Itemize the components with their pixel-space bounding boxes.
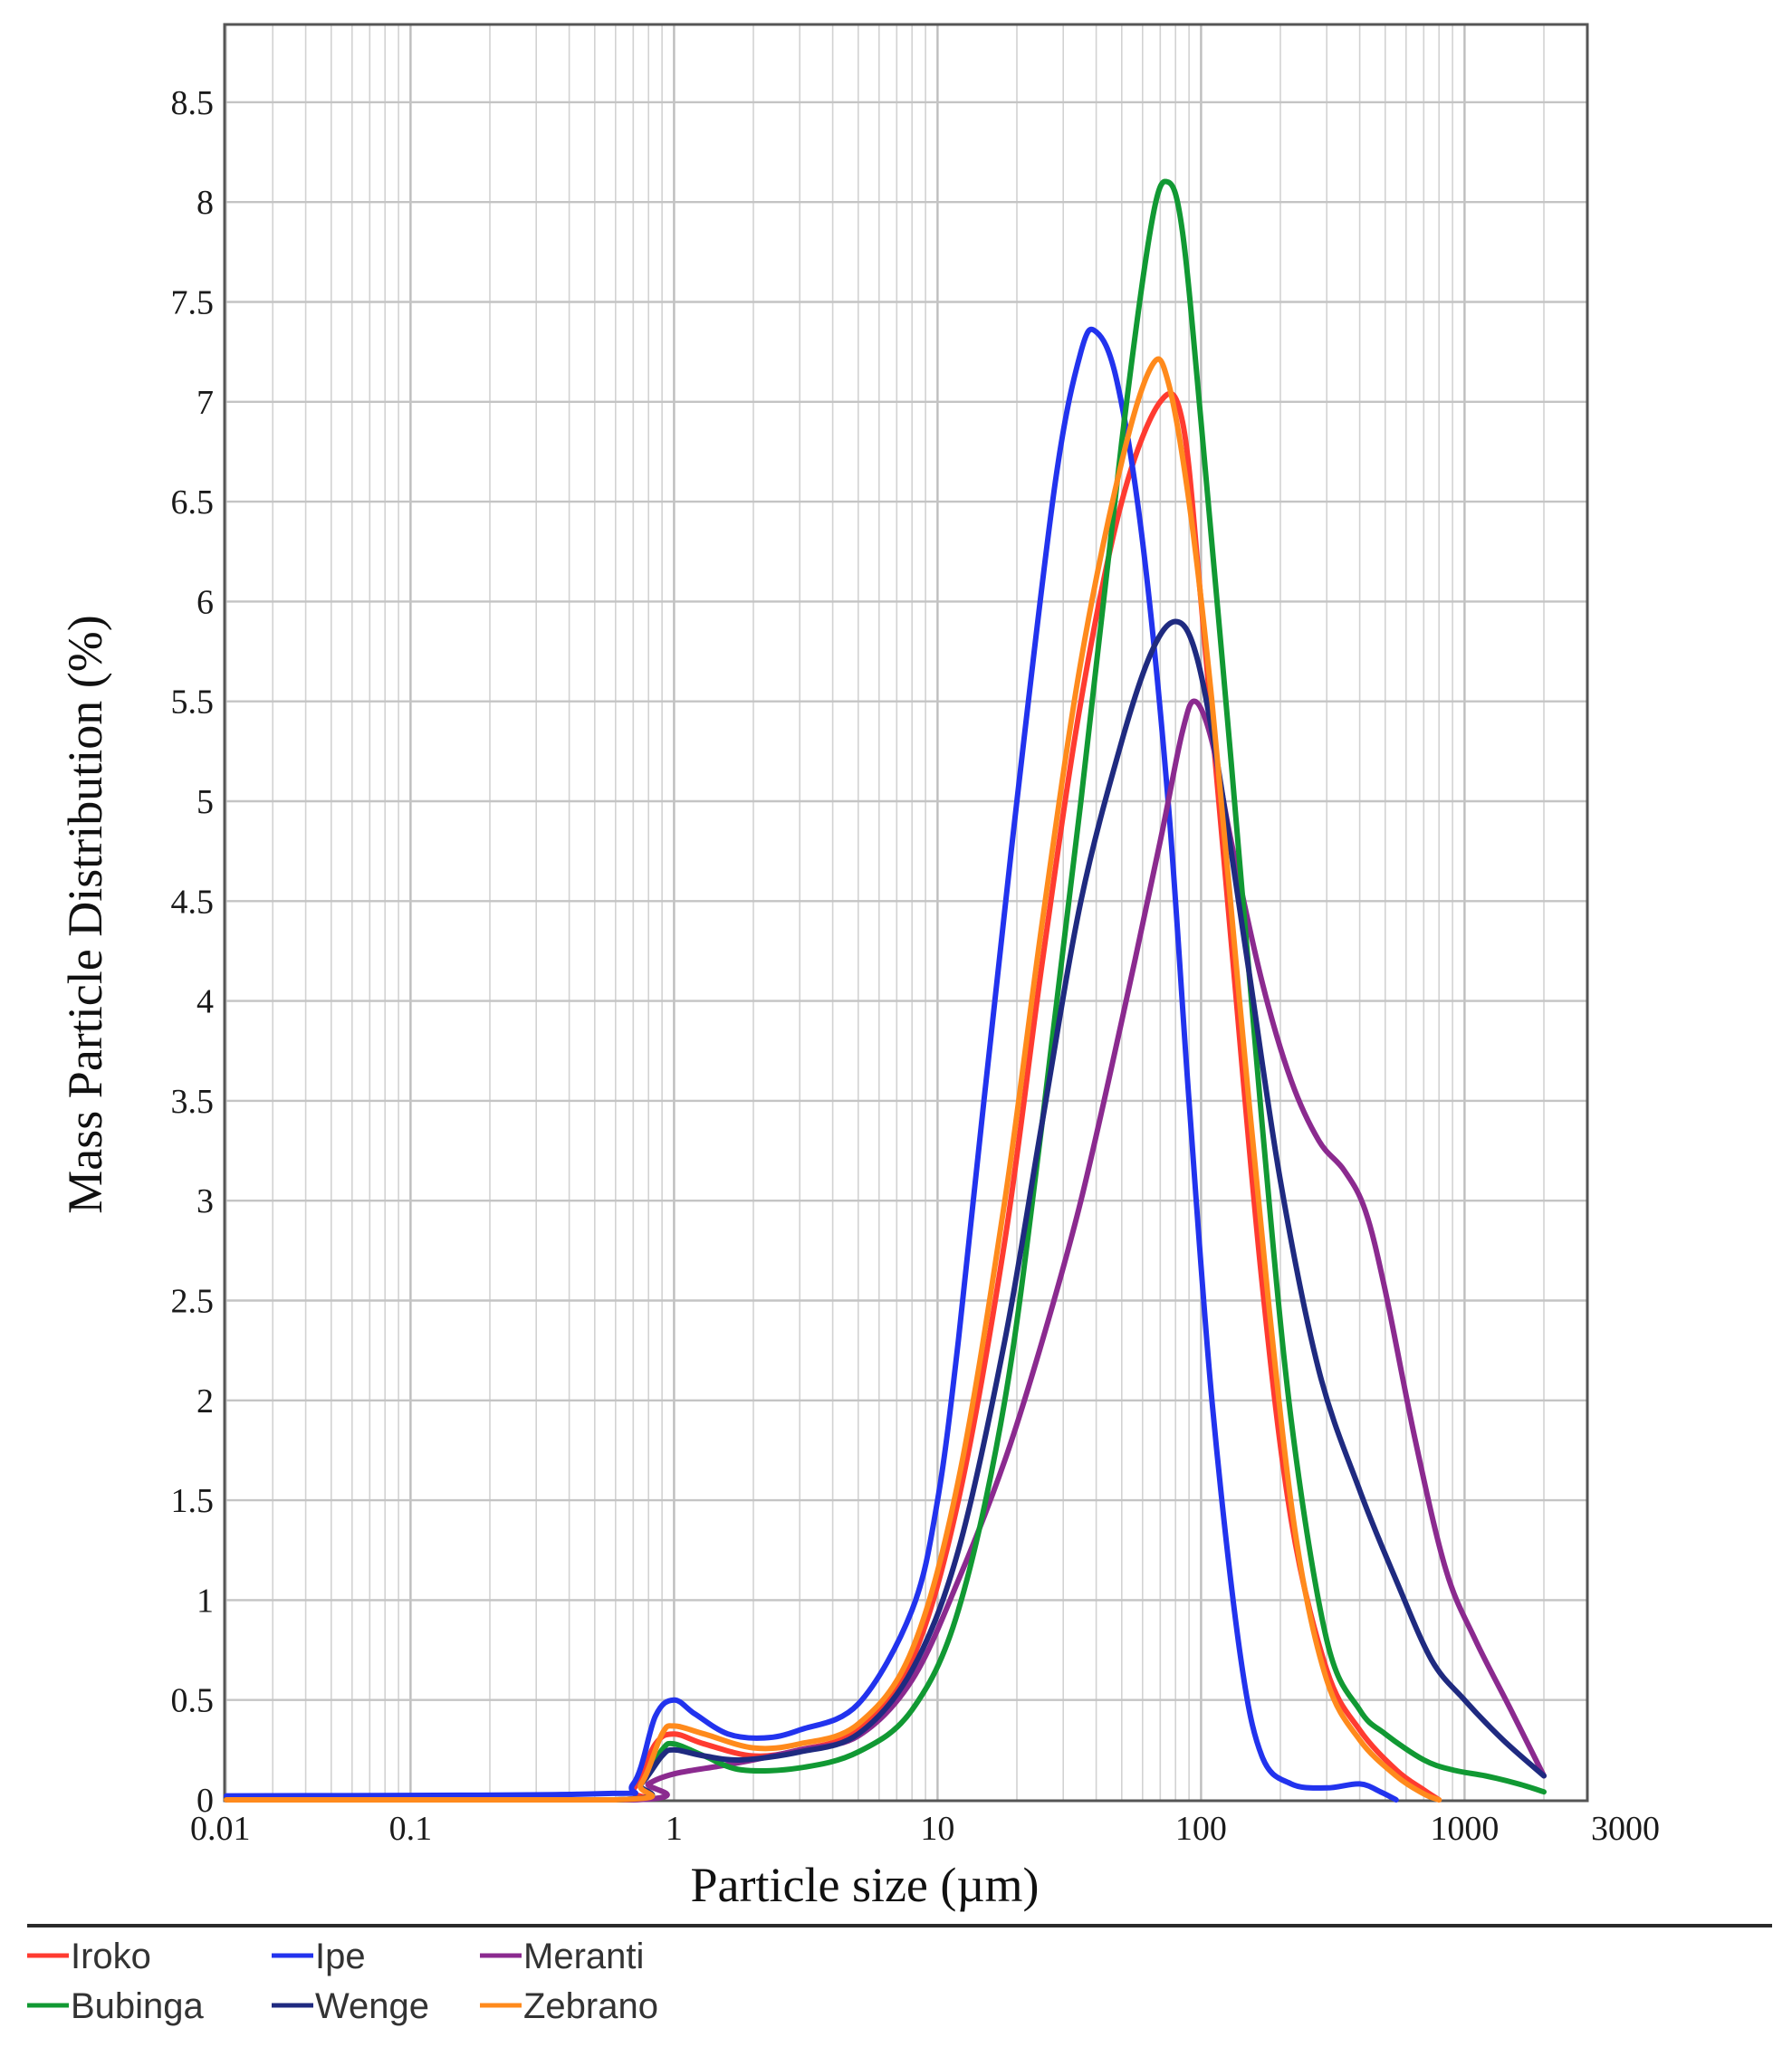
series-line-zebrano [224, 356, 1442, 1803]
series-lines [224, 178, 1547, 1803]
series-line-iroko [224, 390, 1442, 1803]
legend: Iroko Bubinga Ipe Wenge Meranti Zebrano [27, 1937, 658, 2026]
legend-item-iroko: Iroko [27, 1937, 151, 1976]
series-line-ipe [224, 326, 1399, 1803]
y-tick-label: 6.5 [171, 483, 215, 521]
y-tick-label: 1 [196, 1582, 214, 1620]
plot-frame [223, 23, 1589, 1803]
y-tick-label: 5.5 [171, 684, 215, 722]
legend-label: Ipe [315, 1937, 366, 1976]
legend-item-meranti: Meranti [480, 1937, 644, 1976]
y-tick-label: 2.5 [171, 1283, 215, 1321]
x-tick-label: 3000 [1591, 1810, 1660, 1848]
x-tick-label: 1000 [1430, 1810, 1499, 1848]
y-tick-label: 4.5 [171, 883, 215, 921]
x-tick-label: 1 [666, 1810, 683, 1848]
x-tick-labels: 0.01 0.1 1 10 100 1000 3000 [190, 1810, 1660, 1848]
legend-label: Wenge [315, 1986, 429, 2026]
y-tick-label: 1.5 [171, 1482, 215, 1520]
x-axis-title: Particle size (µm) [691, 1858, 1040, 1912]
y-tick-label: 3 [196, 1182, 214, 1220]
y-axis-title: Mass Particle Distribution (%) [58, 615, 112, 1213]
grid [225, 24, 1587, 1801]
x-tick-label: 0.1 [389, 1810, 433, 1848]
series-line-meranti [224, 698, 1547, 1803]
y-tick-label: 8 [196, 184, 214, 222]
legend-item-wenge: Wenge [272, 1986, 429, 2026]
y-tick-label: 2 [196, 1382, 214, 1420]
legend-item-ipe: Ipe [272, 1937, 366, 1976]
legend-label: Meranti [523, 1937, 644, 1976]
y-tick-label: 0.5 [171, 1682, 215, 1720]
x-tick-label: 10 [920, 1810, 954, 1848]
legend-label: Iroko [71, 1937, 151, 1976]
y-tick-label: 7.5 [171, 284, 215, 322]
legend-item-zebrano: Zebrano [480, 1986, 658, 2026]
x-tick-label: 100 [1175, 1810, 1227, 1848]
y-tick-labels: 0 0.5 1 1.5 2 2.5 3 3.5 4 4.5 5 5.5 6 6.5 7 7.5 8 8.5 [171, 84, 215, 1820]
x-tick-label: 0.01 [190, 1810, 251, 1848]
y-tick-label: 7 [196, 384, 214, 422]
series-line-bubinga [224, 178, 1547, 1803]
y-tick-label: 8.5 [171, 84, 215, 122]
legend-item-bubinga: Bubinga [27, 1986, 205, 2026]
legend-label: Zebrano [523, 1986, 658, 2026]
y-tick-label: 5 [196, 783, 214, 821]
y-tick-label: 6 [196, 583, 214, 621]
legend-label: Bubinga [71, 1986, 205, 2026]
y-tick-label: 3.5 [171, 1083, 215, 1121]
series-line-wenge [224, 618, 1547, 1803]
y-tick-label: 0 [196, 1782, 214, 1820]
y-tick-label: 4 [196, 983, 214, 1021]
